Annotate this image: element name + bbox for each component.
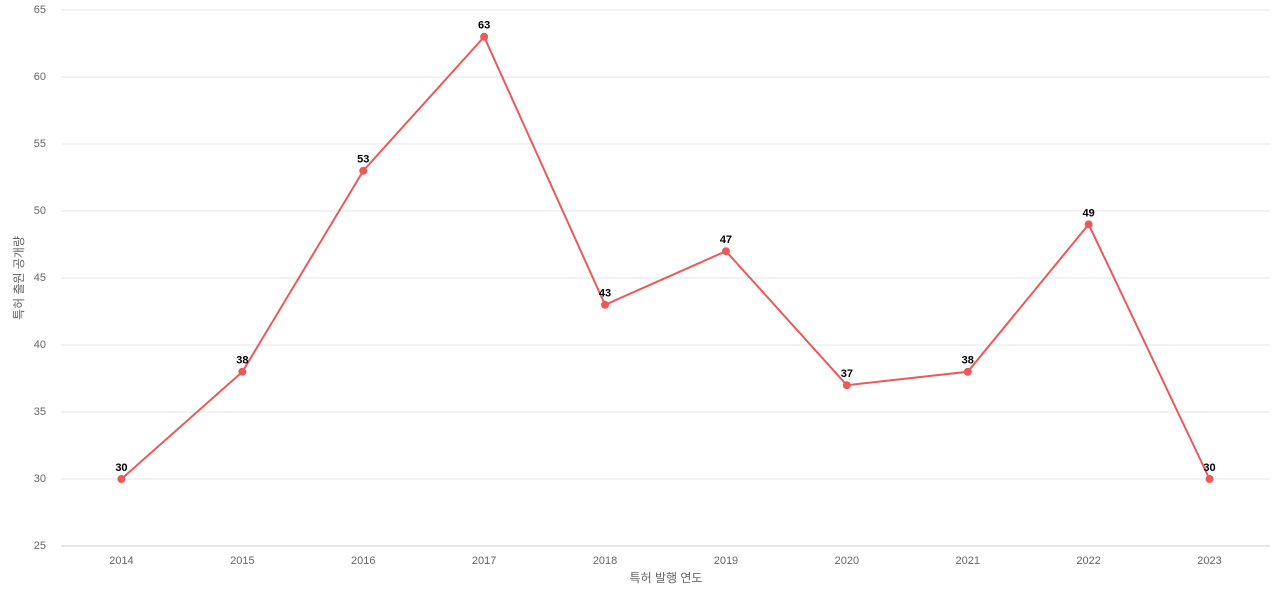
x-tick-label: 2021 xyxy=(956,555,980,567)
point xyxy=(117,475,126,483)
point xyxy=(842,381,851,390)
x-tick-label: 2019 xyxy=(714,555,738,567)
y-tick-label: 50 xyxy=(34,205,46,217)
y-tick-label: 65 xyxy=(34,4,46,16)
line xyxy=(120,34,1211,480)
x-tick-label: 2018 xyxy=(593,555,617,567)
x-axis-label: 특허 발행 연도 xyxy=(630,570,703,585)
x-tick-label: 2016 xyxy=(351,555,375,567)
point xyxy=(601,300,610,309)
x-tick-label: 2022 xyxy=(1076,555,1100,567)
x-tick-label: 2017 xyxy=(472,555,496,567)
y-tick-label: 25 xyxy=(34,540,46,552)
x-tick-label: 2014 xyxy=(109,555,133,567)
x-tick-label: 2023 xyxy=(1197,555,1221,567)
y-axis-label: 특허 출원 공개량 xyxy=(12,236,26,320)
x-tick-label: 2020 xyxy=(835,555,859,567)
x-tick-label: 2015 xyxy=(230,555,254,567)
data-label: 38 xyxy=(962,355,974,367)
data-label: 63 xyxy=(478,20,490,32)
data-label: 43 xyxy=(599,288,611,300)
data-label: 38 xyxy=(236,355,248,367)
y-tick-label: 55 xyxy=(34,138,46,150)
point xyxy=(1084,220,1093,229)
point xyxy=(359,166,368,175)
point xyxy=(1205,475,1214,483)
data-label: 30 xyxy=(1203,462,1215,474)
data-label: 30 xyxy=(115,462,127,474)
y-tick-label: 35 xyxy=(34,406,46,418)
point xyxy=(963,367,972,376)
y-tick-label: 30 xyxy=(34,473,46,485)
point xyxy=(480,32,489,41)
y-tick-label: 45 xyxy=(34,272,46,284)
data-label: 53 xyxy=(357,154,369,166)
point xyxy=(721,247,730,256)
data-label: 37 xyxy=(841,368,853,380)
point xyxy=(238,367,247,376)
y-tick-label: 40 xyxy=(34,339,46,351)
data-label: 49 xyxy=(1083,207,1095,219)
y-tick-label: 60 xyxy=(34,71,46,83)
data-label: 47 xyxy=(720,234,732,246)
